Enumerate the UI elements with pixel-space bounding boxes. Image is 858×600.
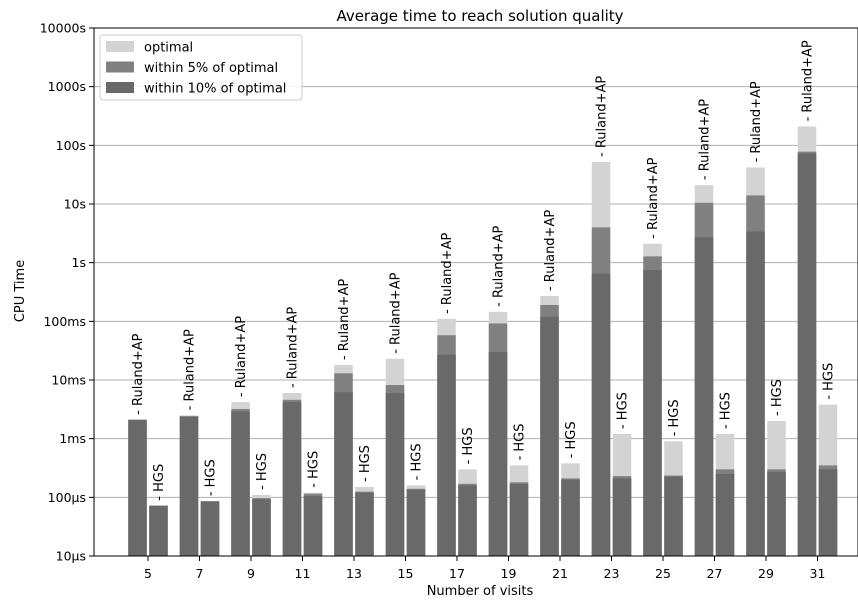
x-axis-title: Number of visits: [427, 584, 534, 599]
bar-within-10-of-optimal-hgs: [715, 473, 735, 556]
bar-method-label: - Ruland+AP: [286, 307, 301, 388]
bar-method-label: - Ruland+AP: [183, 329, 198, 410]
bar-within-10-of-optimal-hgs: [664, 476, 683, 556]
y-tick-label: 100s: [56, 138, 86, 153]
bar-within-10-of-optimal-hgs: [406, 489, 426, 556]
bar-method-label: - Ruland+AP: [698, 99, 713, 180]
x-tick-label: 11: [295, 566, 311, 581]
plot-frame: [93, 27, 858, 557]
x-tick-label: 23: [604, 566, 620, 581]
bar-method-label: - HGS: [461, 427, 476, 464]
legend-label: optimal: [144, 41, 193, 56]
y-tick-label: 1000s: [48, 79, 86, 94]
bar-method-label: - Ruland+AP: [389, 272, 404, 353]
bar-within-10-of-optimal-ruland-ap: [334, 392, 353, 556]
bar-method-label: - Ruland+AP: [440, 233, 455, 314]
bar-method-label: - Ruland+AP: [234, 316, 249, 397]
y-axis-title: CPU Time: [13, 260, 28, 322]
x-tick-label: 29: [758, 566, 774, 581]
bar-method-label: - HGS: [667, 399, 682, 436]
bar-method-label: - HGS: [307, 451, 322, 488]
y-tick-label: 1s: [72, 255, 86, 270]
x-tick-label: 7: [196, 566, 204, 581]
y-axis: 10µs 100µs 1ms 10ms 100ms 1s 10s 100s 1000s 10000…: [40, 21, 94, 564]
x-tick-label: 25: [655, 566, 671, 581]
x-tick-label: 31: [810, 566, 826, 581]
bar-method-label: - Ruland+AP: [337, 279, 352, 360]
x-tick-label: 13: [346, 566, 362, 581]
bar-method-label: - Ruland+AP: [543, 210, 558, 291]
y-tick-label: 100ms: [43, 314, 86, 329]
bar-within-10-of-optimal-ruland-ap: [591, 273, 611, 556]
bar-within-10-of-optimal-hgs: [458, 485, 477, 556]
bar-within-10-of-optimal-ruland-ap: [694, 237, 714, 556]
bar-within-10-of-optimal-hgs: [509, 483, 529, 556]
chart-title: Average time to reach solution quality: [336, 7, 623, 25]
bar-method-label: - Ruland+AP: [749, 81, 764, 162]
x-tick-label: 19: [501, 566, 517, 581]
x-tick-label: 15: [398, 566, 414, 581]
bar-within-10-of-optimal-ruland-ap: [540, 316, 559, 556]
bar-within-10-of-optimal-ruland-ap: [385, 393, 405, 556]
bar-within-10-of-optimal-hgs: [149, 505, 168, 556]
y-tick-label: 10s: [64, 197, 86, 212]
bar-method-label: - HGS: [822, 363, 837, 400]
bar-method-label: - Ruland+AP: [595, 76, 610, 157]
legend-box: [99, 34, 303, 101]
bars: [128, 126, 838, 557]
bar-within-10-of-optimal-ruland-ap: [437, 354, 456, 556]
y-tick-label: 10µs: [56, 549, 86, 564]
bar-method-label: - HGS: [770, 379, 785, 416]
bar-method-label: - HGS: [616, 392, 631, 429]
bar-within-10-of-optimal-ruland-ap: [643, 269, 662, 556]
bar-method-label: - HGS: [255, 453, 270, 490]
y-tick-label: 10000s: [40, 21, 86, 36]
bar-within-10-of-optimal-ruland-ap: [179, 416, 199, 556]
bar-method-label: - Ruland+AP: [492, 226, 507, 307]
bar-within-10-of-optimal-ruland-ap: [128, 419, 147, 556]
bar-method-label: - Ruland+AP: [131, 333, 146, 414]
y-tick-label: 100µs: [48, 490, 86, 505]
bar-method-label: - Ruland+AP: [646, 157, 661, 238]
x-tick-label: 17: [449, 566, 465, 581]
bar-within-10-of-optimal-hgs: [252, 499, 271, 556]
y-tick-label: 1ms: [59, 431, 86, 446]
legend-label: within 5% of optimal: [144, 61, 278, 76]
x-axis: 5 7 9 11 13 15 17 19 21 23 25 27 29 31: [144, 556, 825, 581]
legend: optimal within 5% of optimal within 10% of…: [99, 34, 303, 101]
y-tick-label: 10ms: [51, 373, 86, 388]
bar-within-10-of-optimal-ruland-ap: [231, 411, 250, 556]
bar-within-10-of-optimal-hgs: [818, 469, 838, 556]
bar-method-label: - HGS: [204, 459, 219, 496]
bar-within-10-of-optimal-ruland-ap: [282, 402, 302, 556]
bar-within-10-of-optimal-ruland-ap: [797, 153, 817, 556]
bar-method-label: - Ruland+AP: [801, 40, 816, 121]
bar-method-label: - HGS: [719, 392, 734, 429]
legend-swatch: [106, 82, 134, 93]
bar-within-10-of-optimal-hgs: [561, 479, 580, 556]
bar-within-10-of-optimal-hgs: [612, 478, 632, 556]
x-tick-label: 9: [247, 566, 255, 581]
bar-labels: - Ruland+AP - HGS - Ruland+AP - HGS - Ruland…: [131, 40, 837, 501]
bar-within-10-of-optimal-ruland-ap: [488, 352, 508, 556]
x-tick-label: 27: [707, 566, 723, 581]
legend-swatch: [106, 41, 134, 52]
bar-method-label: - HGS: [410, 443, 425, 480]
bar-within-10-of-optimal-ruland-ap: [746, 231, 765, 556]
bar-within-10-of-optimal-hgs: [200, 501, 220, 556]
x-tick-label: 21: [552, 566, 568, 581]
bar-within-10-of-optimal-hgs: [303, 496, 323, 556]
bar-method-label: - HGS: [358, 445, 373, 482]
legend-label: within 10% of optimal: [144, 82, 286, 97]
x-tick-label: 5: [144, 566, 152, 581]
legend-swatch: [106, 61, 134, 73]
bar-method-label: - HGS: [564, 421, 579, 458]
bar-method-label: - HGS: [152, 464, 167, 501]
bar-within-10-of-optimal-hgs: [767, 472, 786, 556]
bar-method-label: - HGS: [513, 423, 528, 460]
bar-within-10-of-optimal-hgs: [355, 492, 374, 556]
